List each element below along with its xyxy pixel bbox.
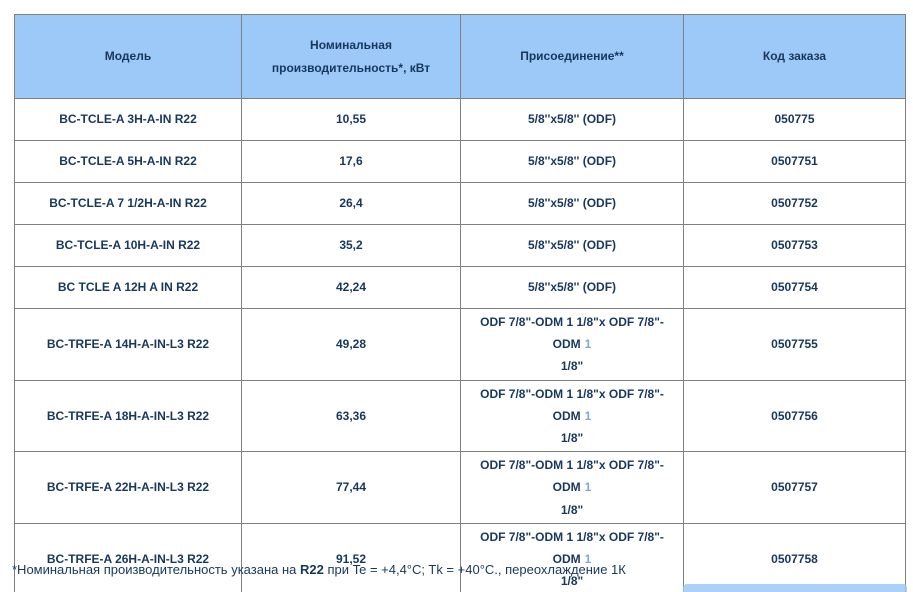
footnote-refrigerant: R22 bbox=[299, 562, 324, 577]
connection-accent-number: 1 bbox=[584, 408, 592, 423]
cell-capacity: 91,52 bbox=[241, 522, 461, 592]
cell-model: BC-TRFE-A 18H-A-IN-L3 R22 bbox=[14, 379, 242, 453]
partial-next-table-header-bar bbox=[683, 584, 907, 592]
cell-model: BC-TRFE-A 26H-A-IN-L3 R22 bbox=[14, 522, 242, 592]
cell-capacity: 63,36 bbox=[241, 379, 461, 453]
cell-model: BC-TCLE-A 5H-A-IN R22 bbox=[14, 140, 242, 183]
connection-text: ODF 7/8"-ODM 1 1/8"x ODF 7/8"-ODM bbox=[480, 315, 664, 352]
connection-text: ODF 7/8"-ODM 1 1/8"x ODF 7/8"-ODM bbox=[480, 529, 664, 566]
table-row: BC-TRFE-A 26H-A-IN-L3 R22 91,52 ODF 7/8"… bbox=[14, 522, 906, 592]
footnote-text: *Номинальная производительность указана … bbox=[12, 562, 300, 577]
footnote-conditions: при Te = +4,4°C; Tk = +40°C., переохлажд… bbox=[323, 562, 626, 577]
footnote: *Номинальная производительность указана … bbox=[12, 562, 626, 577]
connection-text-line2: 1/8" bbox=[560, 430, 584, 445]
table-row: BC-TCLE-A 7 1/2H-A-IN R22 26,4 5/8''x5/8… bbox=[14, 182, 906, 225]
cell-model: BC TCLE A 12H A IN R22 bbox=[14, 266, 242, 309]
cell-order-code: 0507752 bbox=[683, 182, 906, 225]
header-order-code: Код заказа bbox=[683, 14, 906, 99]
cell-capacity: 17,6 bbox=[241, 140, 461, 183]
table-row: BC-TCLE-A 3H-A-IN R22 10,55 5/8''x5/8'' … bbox=[14, 98, 906, 141]
cell-model: BC-TCLE-A 3H-A-IN R22 bbox=[14, 98, 242, 141]
cell-model: BC-TRFE-A 22H-A-IN-L3 R22 bbox=[14, 451, 242, 524]
cell-capacity: 35,2 bbox=[241, 224, 461, 267]
table-row: BC-TCLE-A 10H-A-IN R22 35,2 5/8''x5/8'' … bbox=[14, 224, 906, 267]
cell-connection: ODF 7/8"-ODM 1 1/8"x ODF 7/8"-ODM 1 1/8" bbox=[460, 308, 684, 381]
table-row: BC-TCLE-A 5H-A-IN R22 17,6 5/8''x5/8'' (… bbox=[14, 140, 906, 183]
table-row: BC-TRFE-A 14H-A-IN-L3 R22 49,28 ODF 7/8"… bbox=[14, 308, 906, 381]
header-capacity: Номинальная производительность*, кВт bbox=[241, 14, 461, 99]
connection-text: ODF 7/8"-ODM 1 1/8"x ODF 7/8"-ODM bbox=[480, 386, 664, 423]
table-header-row: Модель Номинальная производительность*, … bbox=[14, 14, 906, 99]
cell-order-code: 0507751 bbox=[683, 140, 906, 183]
cell-connection: ODF 7/8"-ODM 1 1/8"x ODF 7/8"-ODM 1 1/8" bbox=[460, 379, 684, 453]
connection-accent-number: 1 bbox=[584, 337, 592, 352]
cell-model: BC-TRFE-A 14H-A-IN-L3 R22 bbox=[14, 308, 242, 381]
cell-order-code: 050775 bbox=[683, 98, 906, 141]
connection-text-line2: 1/8" bbox=[560, 502, 584, 517]
cell-capacity: 42,24 bbox=[241, 266, 461, 309]
cell-connection: 5/8''x5/8'' (ODF) bbox=[460, 224, 684, 267]
header-connection: Присоединение** bbox=[460, 14, 684, 99]
cell-capacity: 49,28 bbox=[241, 308, 461, 381]
connection-text-line2: 1/8" bbox=[560, 359, 584, 374]
cell-order-code: 0507756 bbox=[683, 379, 906, 453]
table-row: BC-TRFE-A 18H-A-IN-L3 R22 63,36 ODF 7/8"… bbox=[14, 379, 906, 453]
cell-model: BC-TCLE-A 10H-A-IN R22 bbox=[14, 224, 242, 267]
connection-text-line2: 1/8" bbox=[560, 574, 584, 589]
cell-connection: 5/8''x5/8'' (ODF) bbox=[460, 98, 684, 141]
cell-order-code: 0507758 bbox=[683, 522, 906, 592]
cell-model: BC-TCLE-A 7 1/2H-A-IN R22 bbox=[14, 182, 242, 225]
cell-order-code: 0507755 bbox=[683, 308, 906, 381]
connection-text: ODF 7/8"-ODM 1 1/8"x ODF 7/8"-ODM bbox=[480, 458, 664, 495]
cell-capacity: 10,55 bbox=[241, 98, 461, 141]
cell-order-code: 0507757 bbox=[683, 451, 906, 524]
cell-connection: 5/8''x5/8'' (ODF) bbox=[460, 182, 684, 225]
cell-order-code: 0507754 bbox=[683, 266, 906, 309]
cell-connection: 5/8''x5/8'' (ODF) bbox=[460, 266, 684, 309]
cell-connection: ODF 7/8"-ODM 1 1/8"x ODF 7/8"-ODM 1 1/8" bbox=[460, 451, 684, 524]
spec-table: Модель Номинальная производительность*, … bbox=[14, 14, 906, 592]
cell-capacity: 26,4 bbox=[241, 182, 461, 225]
cell-connection: 5/8''x5/8'' (ODF) bbox=[460, 140, 684, 183]
cell-connection: ODF 7/8"-ODM 1 1/8"x ODF 7/8"-ODM 1 1/8" bbox=[460, 522, 684, 592]
table-row: BC-TRFE-A 22H-A-IN-L3 R22 77,44 ODF 7/8"… bbox=[14, 451, 906, 524]
cell-order-code: 0507753 bbox=[683, 224, 906, 267]
connection-accent-number: 1 bbox=[584, 551, 592, 566]
connection-accent-number: 1 bbox=[584, 480, 592, 495]
header-model: Модель bbox=[14, 14, 242, 99]
cell-capacity: 77,44 bbox=[241, 451, 461, 524]
table-row: BC TCLE A 12H A IN R22 42,24 5/8''x5/8''… bbox=[14, 266, 906, 309]
